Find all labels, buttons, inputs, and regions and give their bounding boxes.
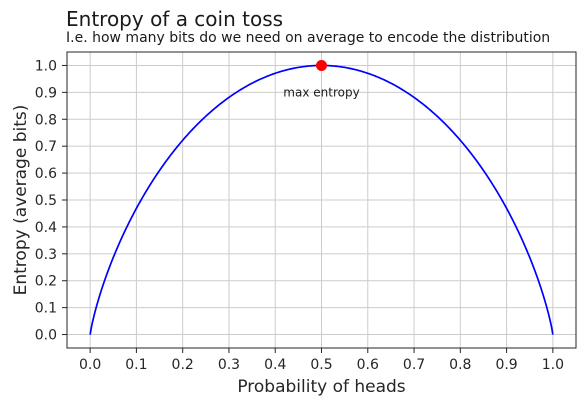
y-tick-label: 0.8	[35, 112, 57, 128]
chart-title: Entropy of a coin toss	[66, 7, 283, 31]
x-tick-label: 0.0	[79, 357, 101, 373]
y-tick-label: 0.0	[35, 328, 57, 344]
x-tick-label: 0.3	[218, 357, 240, 373]
x-tick-label: 0.6	[357, 357, 379, 373]
grid	[67, 52, 576, 348]
max-entropy-marker	[316, 59, 327, 71]
chart-subtitle: I.e. how many bits do we need on average…	[66, 30, 550, 46]
x-tick-label: 0.1	[125, 357, 147, 373]
y-tick-label: 0.9	[35, 85, 57, 101]
annotation-layer: max entropy	[283, 85, 359, 99]
y-tick-label: 1.0	[35, 58, 57, 74]
x-tick-label: 0.7	[403, 357, 425, 373]
x-tick-label: 1.0	[542, 357, 564, 373]
x-axis-label: Probability of heads	[237, 377, 405, 397]
y-tick-label: 0.1	[35, 301, 57, 317]
y-tick-label: 0.5	[35, 193, 57, 209]
y-tick-label: 0.4	[35, 220, 57, 236]
axis-ticks: 0.0 0.1 0.2 0.3 0.4 0.5 0.6 0.7 0.8 0.9 1.0 0.0 0.1 0…	[35, 58, 564, 373]
x-tick-label: 0.5	[310, 357, 332, 373]
x-tick-label: 0.8	[449, 357, 471, 373]
annotation-max-entropy: max entropy	[283, 85, 359, 99]
x-tick-label: 0.2	[172, 357, 194, 373]
series-layer	[89, 59, 554, 335]
y-axis-label: Entropy (average bits)	[11, 105, 31, 296]
y-tick-label: 0.6	[35, 166, 57, 182]
y-tick-label: 0.7	[35, 139, 57, 155]
y-tick-label: 0.2	[35, 274, 57, 290]
y-tick-label: 0.3	[35, 247, 57, 263]
x-tick-label: 0.9	[495, 357, 517, 373]
x-tick-label: 0.4	[264, 357, 286, 373]
